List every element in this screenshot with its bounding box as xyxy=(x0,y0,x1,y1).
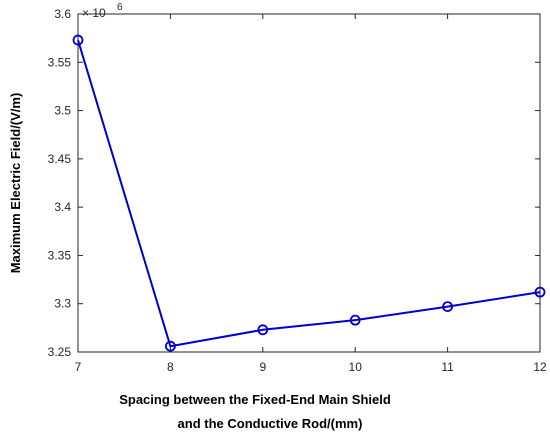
y-axis-multiplier-exponent: 6 xyxy=(117,2,123,13)
y-tick-label: 3.25 xyxy=(48,345,72,359)
axis-tick-labels: 7 8 9 10 11 12 3.25 3.3 3.35 3.4 3.45 3.5 3.55 3.6 xyxy=(48,7,547,374)
data-point xyxy=(442,301,454,313)
y-tick-label: 3.6 xyxy=(54,7,71,21)
x-tick-label: 7 xyxy=(75,360,82,374)
data-point xyxy=(534,286,546,298)
y-tick-label: 3.4 xyxy=(54,200,71,214)
data-point xyxy=(349,314,361,326)
data-point xyxy=(72,34,84,46)
x-axis-label-line-1: Spacing between the Fixed-End Main Shiel… xyxy=(119,392,391,407)
plot-area xyxy=(77,13,541,353)
y-axis-label: Maximum Electric Field/(V/m) xyxy=(8,93,23,274)
x-tick-label: 10 xyxy=(349,360,363,374)
x-tick-label: 8 xyxy=(167,360,174,374)
x-tick-label: 11 xyxy=(441,360,454,374)
x-tick-label: 9 xyxy=(259,360,266,374)
y-tick-label: 3.55 xyxy=(48,55,72,69)
data-point xyxy=(257,324,269,336)
series-layer xyxy=(72,34,546,352)
series-line xyxy=(77,39,541,348)
y-tick-label: 3.45 xyxy=(48,152,72,166)
y-tick-label: 3.3 xyxy=(54,297,71,311)
y-tick-label: 3.35 xyxy=(48,248,72,262)
y-tick-label: 3.5 xyxy=(54,104,71,118)
data-point xyxy=(164,340,176,352)
y-axis-multiplier-base: × 10 xyxy=(82,6,106,20)
x-tick-label: 12 xyxy=(533,360,547,374)
axis-ticks xyxy=(77,13,541,353)
x-axis-label-line-2: and the Conductive Rod/(mm) xyxy=(178,416,363,431)
